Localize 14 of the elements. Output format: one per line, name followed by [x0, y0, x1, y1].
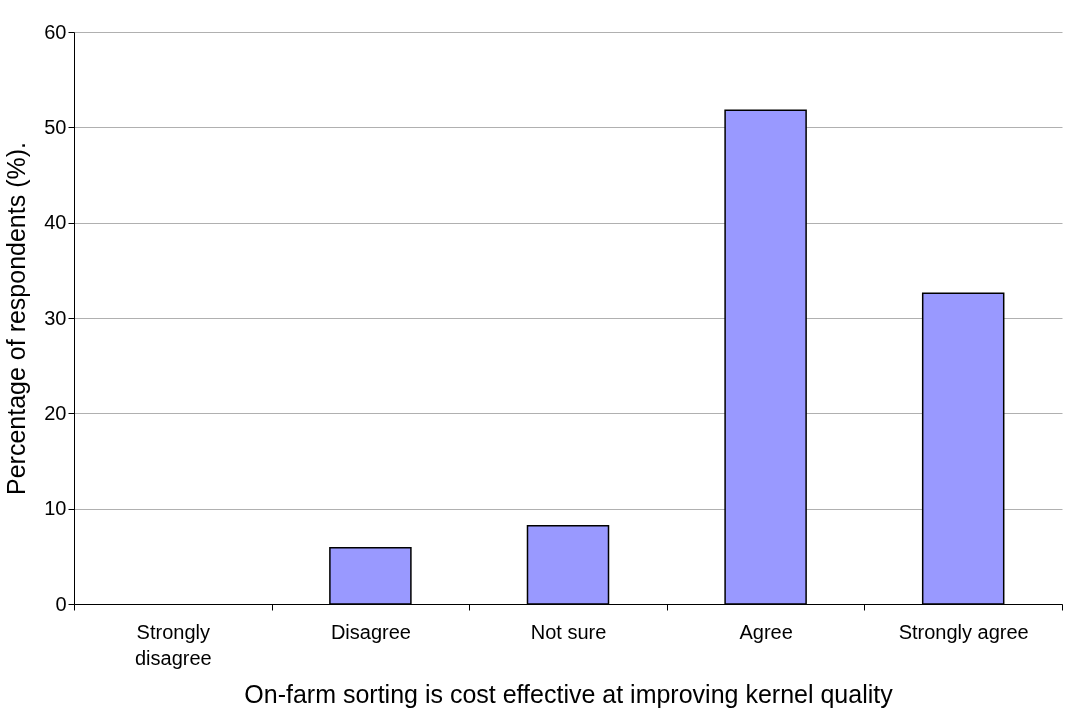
- y-axis-title: Percentage of respondents (%).: [2, 142, 31, 495]
- y-tick-label: 20: [44, 401, 67, 424]
- x-tick-label: Disagree: [330, 620, 411, 643]
- y-tick-label: 50: [44, 115, 67, 138]
- x-axis-title: On-farm sorting is cost effective at improving kernel quality: [244, 679, 894, 708]
- y-tick-label: 0: [55, 592, 67, 615]
- x-tick-label: Strongly agree: [898, 620, 1029, 643]
- x-tick-label: Not sure: [530, 620, 607, 643]
- y-tick-label: 10: [44, 497, 67, 520]
- y-tick-label: 60: [44, 20, 67, 43]
- x-tick-label: Agree: [739, 620, 793, 643]
- y-tick-label: 30: [44, 306, 67, 329]
- y-tick-label: 40: [44, 211, 67, 234]
- x-tick-label: Strongly disagree: [134, 620, 212, 669]
